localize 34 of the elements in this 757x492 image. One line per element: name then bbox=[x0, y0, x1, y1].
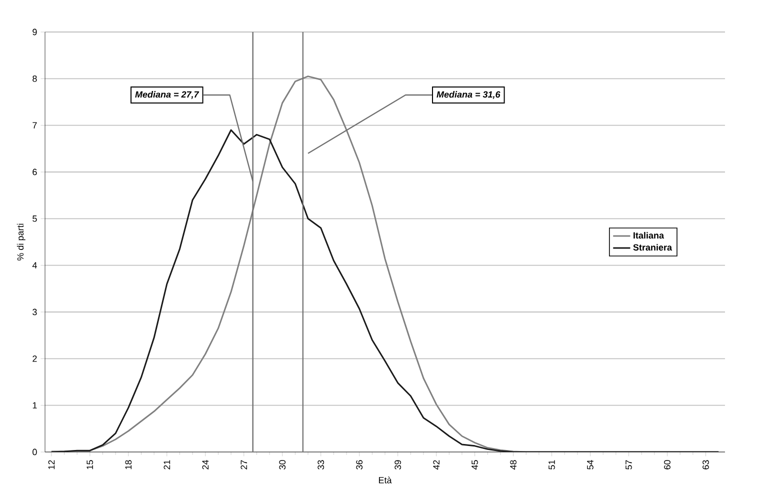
y-tick-label: 6 bbox=[32, 168, 37, 176]
y-tick-label: 1 bbox=[32, 402, 37, 408]
x-axis-title: Età bbox=[378, 476, 392, 484]
legend-label: Italiana bbox=[634, 232, 664, 239]
x-tick-label: 39 bbox=[394, 460, 402, 470]
y-tick-label: 7 bbox=[32, 122, 37, 128]
y-tick-label: 2 bbox=[32, 356, 37, 362]
y-tick-label: 8 bbox=[32, 75, 37, 82]
x-tick-label: 45 bbox=[472, 460, 478, 470]
legend-label: Straniera bbox=[633, 244, 672, 251]
y-tick-label: 4 bbox=[32, 262, 37, 268]
x-tick-label: 51 bbox=[548, 460, 555, 470]
y-tick-label: 3 bbox=[32, 308, 37, 316]
x-tick-label: 30 bbox=[279, 460, 286, 470]
x-tick-label: 42 bbox=[433, 460, 440, 470]
x-tick-label: 33 bbox=[318, 460, 324, 470]
ref-line-label: Mediana = 27,7 bbox=[135, 91, 200, 99]
x-tick-label: 21 bbox=[164, 460, 170, 470]
x-tick-label: 27 bbox=[240, 460, 248, 470]
y-tick-label: 9 bbox=[32, 28, 37, 36]
x-tick-label: 15 bbox=[86, 460, 94, 470]
x-tick-label: 18 bbox=[125, 460, 132, 470]
x-tick-label: 12 bbox=[48, 460, 55, 470]
y-axis-title: % di parti bbox=[16, 224, 26, 260]
y-tick-label: 5 bbox=[32, 216, 37, 222]
x-tick-label: 54 bbox=[587, 460, 594, 470]
x-tick-label: 24 bbox=[202, 460, 209, 470]
x-tick-label: 60 bbox=[664, 460, 670, 470]
x-tick-label: 48 bbox=[510, 460, 516, 470]
y-tick-label: 0 bbox=[32, 448, 37, 456]
ref-line-label: Mediana = 31,6 bbox=[436, 91, 500, 99]
x-tick-label: 63 bbox=[702, 460, 709, 470]
x-tick-label: 57 bbox=[626, 460, 632, 470]
x-tick-label: 36 bbox=[356, 460, 363, 470]
